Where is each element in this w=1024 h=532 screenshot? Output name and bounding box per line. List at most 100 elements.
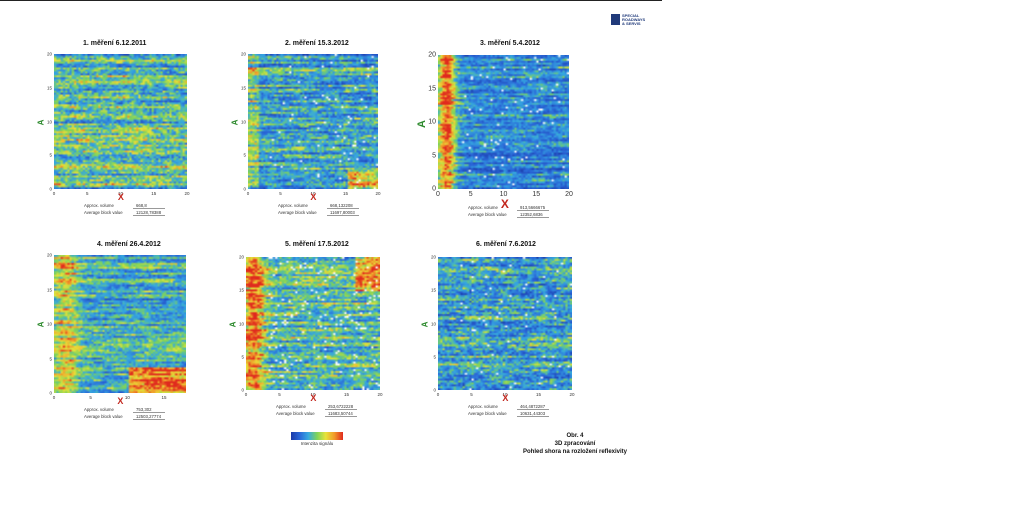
panel-title: 2. měření 15.3.2012 [285,40,349,47]
x-axis-title: X [310,192,317,202]
approx-volume-label: Approx. volume [278,203,308,208]
y-axis-title: A [420,321,430,327]
logo-mark-icon [611,14,620,25]
x-tick-label: 5 [278,392,281,397]
x-axis: 0 5 10 15 20 [436,191,573,199]
approx-volume-label: Approx. volume [276,404,306,409]
average-block-value-label: Average block value [276,411,315,416]
y-axis: 20 15 10 5 0 [34,252,52,396]
x-axis-title: X [502,393,509,403]
x-axis-title: X [500,197,509,211]
reflectivity-heatmap [54,255,186,393]
y-tick-label: 0 [432,185,436,193]
x-axis-title: X [117,192,124,202]
approx-volume-label: Approx. volume [468,205,498,210]
y-tick-label: 20 [430,254,436,260]
y-tick-label: 10 [46,321,52,327]
x-tick-label: 10 [502,392,508,397]
y-tick-label: 5 [241,354,244,360]
y-tick-label: 5 [49,152,52,158]
y-tick-label: 0 [241,387,244,393]
approx-volume-value: 253,6722228 [328,404,354,409]
x-tick-label: 0 [246,191,250,196]
top-rule [0,0,662,1]
y-tick-label: 20 [238,254,244,260]
average-block-value-value: 12352,6836 [520,212,543,217]
x-tick-label: 20 [377,392,383,397]
x-tick-label: 10 [124,395,130,400]
x-tick-label: 15 [343,392,350,397]
average-block-value-label: Average block value [468,212,507,217]
color-legend: Intenzita signálu [291,432,343,446]
approx-volume-value: 464,4872287 [520,404,546,409]
approx-volume-value: 668,132208 [330,203,353,208]
reflectivity-heatmap [438,257,572,390]
x-tick-label: 15 [342,191,349,196]
y-tick-label: 20 [46,51,52,57]
y-tick-label: 5 [433,354,436,360]
x-tick-label: 0 [436,392,440,397]
x-axis: 0 5 10 15 20 [53,191,190,199]
y-tick-label: 15 [238,287,244,293]
approx-volume-label: Approx. volume [468,404,498,409]
y-tick-label: 20 [46,252,52,258]
y-tick-label: 5 [243,152,246,158]
average-block-value-value: 12128,78388 [136,210,162,215]
x-tick-label: 0 [52,395,56,400]
x-tick-label: 20 [565,191,573,198]
y-tick-label: 10 [238,321,244,326]
y-axis-title: A [228,321,238,327]
x-tick-label: 0 [244,392,248,397]
y-tick-label: 0 [243,186,246,192]
x-axis-title: X [117,396,124,406]
reflectivity-heatmap [54,54,187,189]
panel-title: 4. měření 26.4.2012 [97,241,161,248]
average-block-value-value: 12503,27774 [136,414,162,419]
y-tick-label: 0 [433,387,436,393]
caption-description: Pohled shora na rozložení reflexivity [522,449,628,455]
reflectivity-heatmap [246,257,380,390]
y-tick-label: 15 [46,287,52,292]
y-tick-label: 20 [428,51,436,59]
y-axis: 20 15 10 5 0 [418,51,436,193]
average-block-value-value: 10631,44303 [520,411,546,416]
x-tick-label: 15 [161,395,167,400]
approx-volume-value: 913,5666675 [520,205,546,210]
panel-title: 1. měření 6.12.2011 [83,40,147,47]
x-tick-label: 5 [468,191,473,198]
x-axis: 0 5 10 15 20 [246,191,381,199]
x-tick-label: 5 [85,191,89,196]
x-axis: 0 5 10 15 [52,395,186,403]
y-tick-label: 20 [240,51,246,57]
x-tick-label: 15 [535,392,542,397]
panel-title: 6. měření 7.6.2012 [476,241,536,248]
legend-label: Intenzita signálu [300,441,334,446]
y-tick-label: 10 [430,321,436,326]
reflectivity-heatmap [248,54,378,189]
company-logo: SPECIAL ROADWAYS & SERVIS [611,13,651,28]
y-tick-label: 15 [430,287,436,293]
x-tick-label: 20 [184,191,190,196]
average-block-value-value: 11683,50744 [328,411,353,416]
x-tick-label: 0 [436,191,440,198]
y-axis: 20 15 10 5 0 [34,51,52,192]
legend-color-bar [291,432,343,440]
y-tick-label: 0 [49,186,52,192]
x-tick-label: 10 [310,392,316,397]
y-axis: 20 15 10 5 0 [418,254,436,393]
y-axis: 20 15 10 5 0 [228,51,246,192]
caption-title: 3D zpracování [554,441,596,447]
average-block-value-label: Average block value [84,414,123,419]
y-axis: 20 15 10 5 0 [226,254,244,393]
approx-volume-label: Approx. volume [84,203,114,208]
y-tick-label: 5 [49,356,52,361]
panel-title: 5. měření 17.5.2012 [285,241,349,248]
y-tick-label: 0 [49,390,52,396]
y-tick-label: 5 [432,152,436,159]
y-tick-label: 15 [46,85,52,91]
x-tick-label: 10 [499,191,508,198]
x-tick-label: 5 [89,395,92,400]
x-tick-label: 10 [117,191,124,196]
y-tick-label: 15 [428,85,436,92]
x-tick-label: 15 [532,191,541,198]
